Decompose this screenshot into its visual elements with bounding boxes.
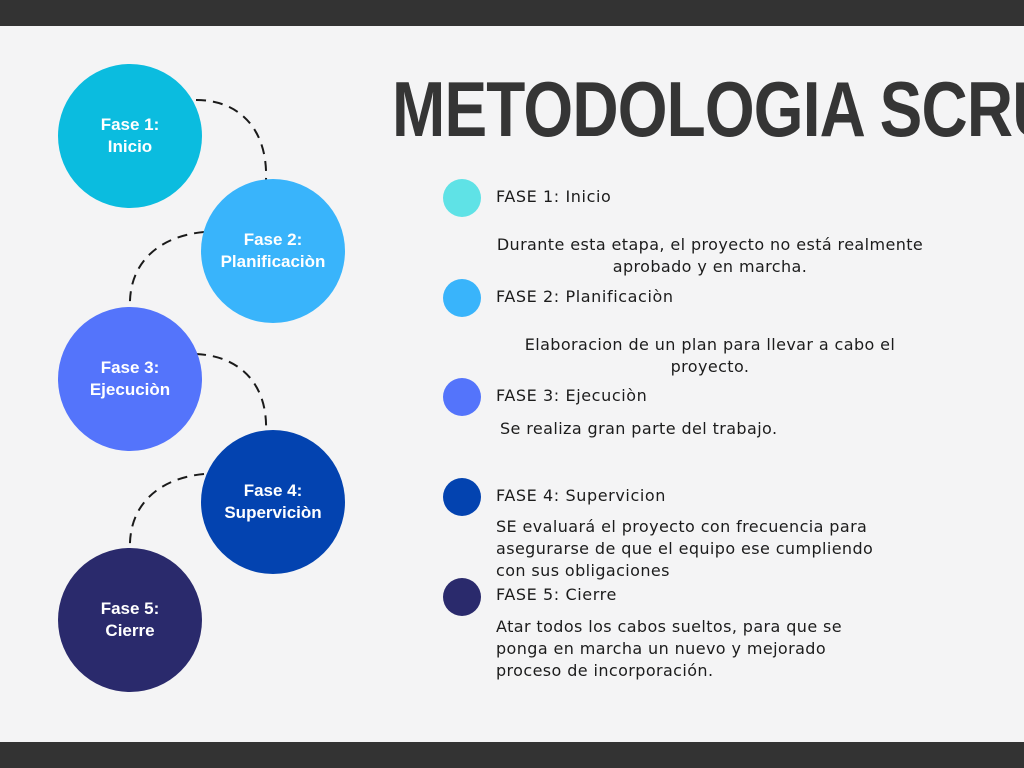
phase-1-description: Durante esta etapa, el proyecto no está … [480, 234, 940, 278]
top-bar [0, 0, 1024, 26]
phase-1-description-line: Durante esta etapa, el proyecto no está … [496, 235, 924, 254]
phase-4-description: SE evaluará el proyecto con frecuencia p… [496, 516, 936, 582]
phase-2-label: FASE 2: Planificaciòn [496, 287, 674, 306]
phase-2-description-line: proyecto. [670, 357, 750, 376]
phase-4-description-line: asegurarse de que el equipo ese cumplien… [496, 539, 874, 558]
phase-circle-1-line2: Inicio [107, 137, 153, 156]
connector-3-4 [195, 353, 268, 433]
phase-3-description: Se realiza gran parte del trabajo. [500, 418, 920, 440]
connector-2-3 [128, 231, 205, 309]
phase-circle-2-line2: Planificaciòn [220, 252, 326, 271]
phase-circle-3-line2: Ejecuciòn [89, 380, 171, 399]
phase-4-description-line: SE evaluará el proyecto con frecuencia p… [496, 517, 868, 536]
phase-3-dot [443, 378, 481, 416]
phase-circle-4-line2: Superviciòn [224, 503, 322, 522]
phase-5-description-line: ponga en marcha un nuevo y mejorado [496, 639, 827, 658]
connector-1-2 [195, 99, 268, 181]
phase-circle-5-line2: Cierre [105, 621, 155, 640]
phase-4-dot [443, 478, 481, 516]
phase-4-description-line: con sus obligaciones [496, 561, 670, 580]
phase-circle-5: Fase 5: Cierre [58, 548, 202, 692]
phase-3-label: FASE 3: Ejecuciòn [496, 386, 648, 405]
page-title: METODOLOGIA SCRUM [392, 65, 1024, 153]
phase-2-description: Elaboracion de un plan para llevar a cab… [480, 334, 940, 378]
bottom-bar [0, 742, 1024, 768]
phase-1-label: FASE 1: Inicio [496, 187, 612, 206]
phase-circle-1: Fase 1: Inicio [58, 64, 202, 208]
phase-1-description-line: aprobado y en marcha. [612, 257, 808, 276]
phase-circle-4: Fase 4: Superviciòn [201, 430, 345, 574]
phase-circle-3-line1: Fase 3: [100, 358, 160, 377]
phase-1-dot [443, 179, 481, 217]
phase-circle-1-line1: Fase 1: [100, 115, 160, 134]
phase-4-label: FASE 4: Supervicion [496, 486, 667, 505]
phase-2-description-line: Elaboracion de un plan para llevar a cab… [524, 335, 896, 354]
phase-circle-3: Fase 3: Ejecuciòn [58, 307, 202, 451]
phase-5-description: Atar todos los cabos sueltos, para que s… [496, 616, 936, 682]
phase-5-description-line: Atar todos los cabos sueltos, para que s… [496, 617, 843, 636]
phase-2-dot [443, 279, 481, 317]
phase-circle-2-line1: Fase 2: [243, 230, 303, 249]
connector-4-5 [128, 473, 205, 551]
phase-3-description-line: Se realiza gran parte del trabajo. [500, 419, 778, 438]
phase-circle-2: Fase 2: Planificaciòn [201, 179, 345, 323]
phase-5-description-line: proceso de incorporación. [496, 661, 714, 680]
phase-circle-4-line1: Fase 4: [243, 481, 303, 500]
phase-5-label: FASE 5: Cierre [496, 585, 617, 604]
phase-5-dot [443, 578, 481, 616]
phase-circle-5-line1: Fase 5: [100, 599, 160, 618]
